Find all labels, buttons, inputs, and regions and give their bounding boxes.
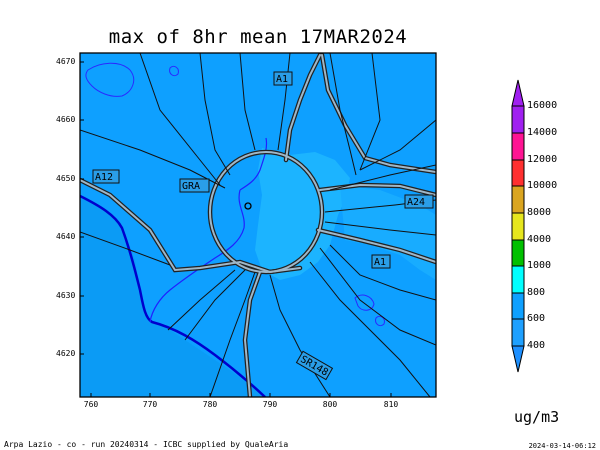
map-frame <box>79 52 437 398</box>
hill-contour <box>85 62 135 97</box>
y-tick-label: 4650 <box>56 174 76 183</box>
x-tick-label: 780 <box>202 400 218 409</box>
units-label: ug/m3 <box>514 408 560 426</box>
y-tick-label: 4620 <box>56 349 76 358</box>
x-tick-label: 800 <box>322 400 338 409</box>
x-tick-label: 760 <box>83 400 99 409</box>
axis-ticks <box>80 61 392 397</box>
y-tick-label: 4640 <box>56 232 76 241</box>
colorbar-label: 8000 <box>527 207 552 218</box>
colorbar-label: 600 <box>527 313 546 324</box>
sea-area <box>80 196 265 397</box>
colorbar-label: 14000 <box>527 127 558 138</box>
y-tick-label: 4670 <box>56 57 76 66</box>
colorbar-label: 1000 <box>527 260 552 271</box>
colorbar-label: 12000 <box>527 154 558 165</box>
motorways <box>80 53 436 397</box>
road-label-gra: GRA <box>182 181 200 192</box>
road-label-a24: A24 <box>407 197 425 208</box>
road-label-a1-north: A1 <box>276 74 288 85</box>
colorbar-label: 4000 <box>527 234 552 245</box>
x-tick-label: 790 <box>262 400 278 409</box>
y-tick-label: 4660 <box>56 115 76 124</box>
map-title: max of 8hr mean 17MAR2024 <box>108 26 408 48</box>
colorbar-label: 16000 <box>527 100 558 111</box>
colorbar-label: 10000 <box>527 180 558 191</box>
y-tick-label: 4630 <box>56 291 76 300</box>
x-tick-label: 810 <box>383 400 399 409</box>
x-tick-label: 770 <box>142 400 158 409</box>
colorbar <box>511 79 525 373</box>
lake-contour <box>169 65 179 77</box>
city-center-marker <box>244 202 252 210</box>
urban-high-concentration <box>255 148 350 280</box>
colorbar-label: 400 <box>527 340 546 351</box>
road-label-a12: A12 <box>95 172 113 183</box>
colorbar-label: 800 <box>527 287 546 298</box>
hill-contour-east <box>354 294 385 327</box>
minor-roads <box>80 53 436 397</box>
tiber-river <box>149 137 268 323</box>
colorbar-top-arrow <box>511 79 525 107</box>
road-label-a1-east: A1 <box>374 257 386 268</box>
footer-run-info: Arpa Lazio - co - run 20240314 - ICBC su… <box>4 440 289 449</box>
footer-timestamp: 2024-03-14-06:12 <box>528 442 596 450</box>
colorbar-bottom-arrow <box>511 345 525 373</box>
